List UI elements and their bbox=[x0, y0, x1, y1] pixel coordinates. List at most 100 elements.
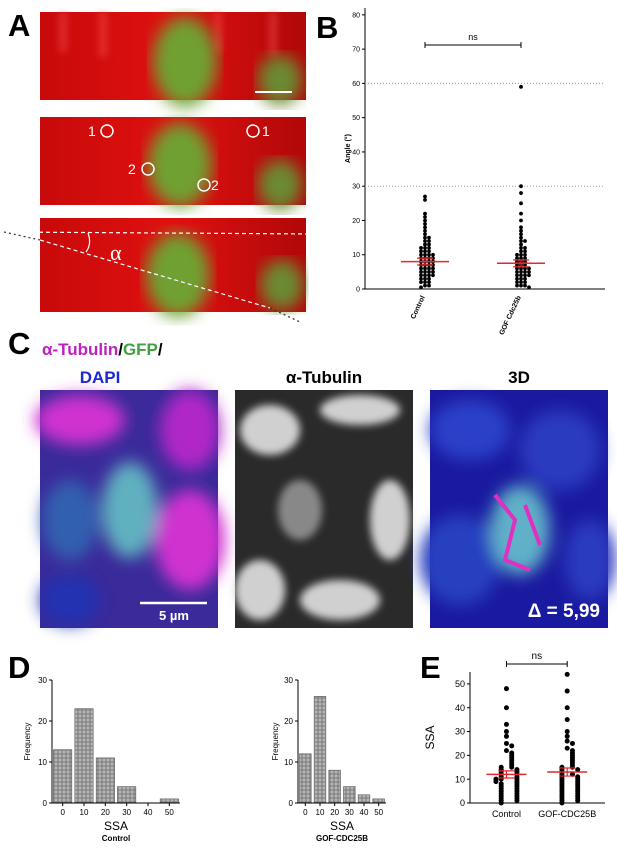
x-axis-label: SSA bbox=[330, 819, 354, 833]
panel-label: A bbox=[8, 8, 30, 43]
bar bbox=[357, 794, 371, 804]
data-point bbox=[503, 748, 509, 754]
data-point bbox=[423, 194, 427, 199]
data-point bbox=[427, 273, 431, 278]
x-tick-label: GOF Cdc25b bbox=[499, 295, 523, 336]
data-point bbox=[523, 280, 527, 285]
data-point bbox=[523, 283, 527, 288]
y-axis-label: Frequency bbox=[271, 723, 280, 761]
data-point bbox=[514, 798, 520, 804]
bar bbox=[328, 769, 341, 804]
data-point bbox=[519, 218, 523, 223]
data-point bbox=[575, 798, 581, 804]
data-point bbox=[564, 717, 570, 723]
microscopy-image-c1 bbox=[35, 390, 225, 628]
data-point bbox=[431, 273, 435, 278]
data-point bbox=[503, 705, 509, 711]
data-point bbox=[519, 249, 523, 254]
legend-part: / bbox=[118, 340, 123, 359]
data-point bbox=[509, 764, 515, 770]
data-point bbox=[427, 245, 431, 250]
data-point bbox=[519, 228, 523, 233]
microscopy-image-a1 bbox=[40, 12, 306, 107]
data-point bbox=[515, 266, 519, 271]
data-point bbox=[564, 745, 570, 751]
data-point bbox=[523, 273, 527, 278]
data-point bbox=[423, 266, 427, 271]
y-tick-label: 30 bbox=[284, 676, 293, 685]
data-point bbox=[419, 245, 423, 250]
data-point bbox=[519, 201, 523, 206]
x-tick-label: 20 bbox=[101, 808, 110, 817]
y-tick-label: 50 bbox=[352, 115, 360, 122]
x-tick-label: 30 bbox=[345, 808, 354, 817]
y-tick-label: 30 bbox=[38, 676, 47, 685]
data-point bbox=[423, 198, 427, 202]
data-point bbox=[493, 779, 499, 785]
y-tick-label: 0 bbox=[460, 798, 465, 808]
data-point bbox=[431, 269, 435, 274]
data-point bbox=[423, 218, 427, 223]
data-point bbox=[503, 686, 509, 692]
scale-bar-label: 5 µm bbox=[159, 608, 189, 623]
y-tick-label: 10 bbox=[455, 774, 465, 784]
data-point bbox=[519, 280, 523, 285]
y-tick-label: 0 bbox=[289, 799, 294, 808]
data-point bbox=[427, 280, 431, 285]
data-point bbox=[559, 800, 565, 806]
data-point bbox=[519, 225, 523, 230]
y-tick-label: 80 bbox=[352, 12, 360, 19]
data-point bbox=[519, 252, 523, 257]
data-point bbox=[515, 280, 519, 285]
y-axis-label: Frequency bbox=[23, 723, 32, 761]
bar bbox=[74, 708, 94, 804]
marker-label: 2 bbox=[211, 177, 219, 193]
bar bbox=[117, 786, 137, 804]
data-point bbox=[519, 235, 523, 240]
significance-bracket bbox=[424, 42, 522, 48]
data-point bbox=[503, 729, 509, 735]
y-tick-label: 30 bbox=[352, 184, 360, 191]
data-point bbox=[503, 740, 509, 746]
data-point bbox=[569, 740, 575, 746]
data-point bbox=[423, 232, 427, 237]
data-point bbox=[423, 276, 427, 281]
data-point bbox=[427, 266, 431, 271]
data-point bbox=[527, 273, 531, 278]
legend-part: DAPI bbox=[80, 368, 121, 387]
data-point bbox=[423, 249, 427, 254]
data-point bbox=[423, 269, 427, 274]
data-point bbox=[523, 249, 527, 254]
data-point bbox=[519, 191, 523, 195]
data-point bbox=[427, 252, 431, 257]
data-point bbox=[519, 245, 523, 250]
data-point bbox=[423, 228, 427, 233]
data-point bbox=[519, 283, 523, 288]
image-title: α-Tubulin bbox=[286, 368, 362, 387]
x-tick-label: 50 bbox=[165, 808, 174, 817]
data-point bbox=[519, 242, 523, 247]
data-point bbox=[523, 276, 527, 281]
y-tick-label: 60 bbox=[352, 81, 360, 88]
data-point bbox=[427, 239, 431, 243]
significance-label: ns bbox=[532, 651, 543, 662]
panel-label: D bbox=[8, 650, 30, 685]
data-point bbox=[423, 245, 427, 250]
data-point bbox=[527, 285, 531, 290]
x-tick-label: 20 bbox=[330, 808, 339, 817]
x-tick-label: 10 bbox=[80, 808, 89, 817]
x-tick-label: 30 bbox=[122, 808, 131, 817]
data-point bbox=[431, 252, 435, 257]
data-point bbox=[515, 252, 519, 257]
data-point bbox=[419, 269, 423, 274]
chart-subtitle: Control bbox=[102, 834, 130, 843]
bar bbox=[313, 696, 327, 804]
y-axis-label: Angle (°) bbox=[344, 134, 352, 163]
data-point bbox=[523, 266, 527, 271]
data-point bbox=[427, 242, 431, 247]
x-tick-label: 0 bbox=[303, 808, 308, 817]
data-point bbox=[423, 273, 427, 278]
data-point bbox=[423, 225, 427, 230]
bar bbox=[95, 757, 115, 804]
